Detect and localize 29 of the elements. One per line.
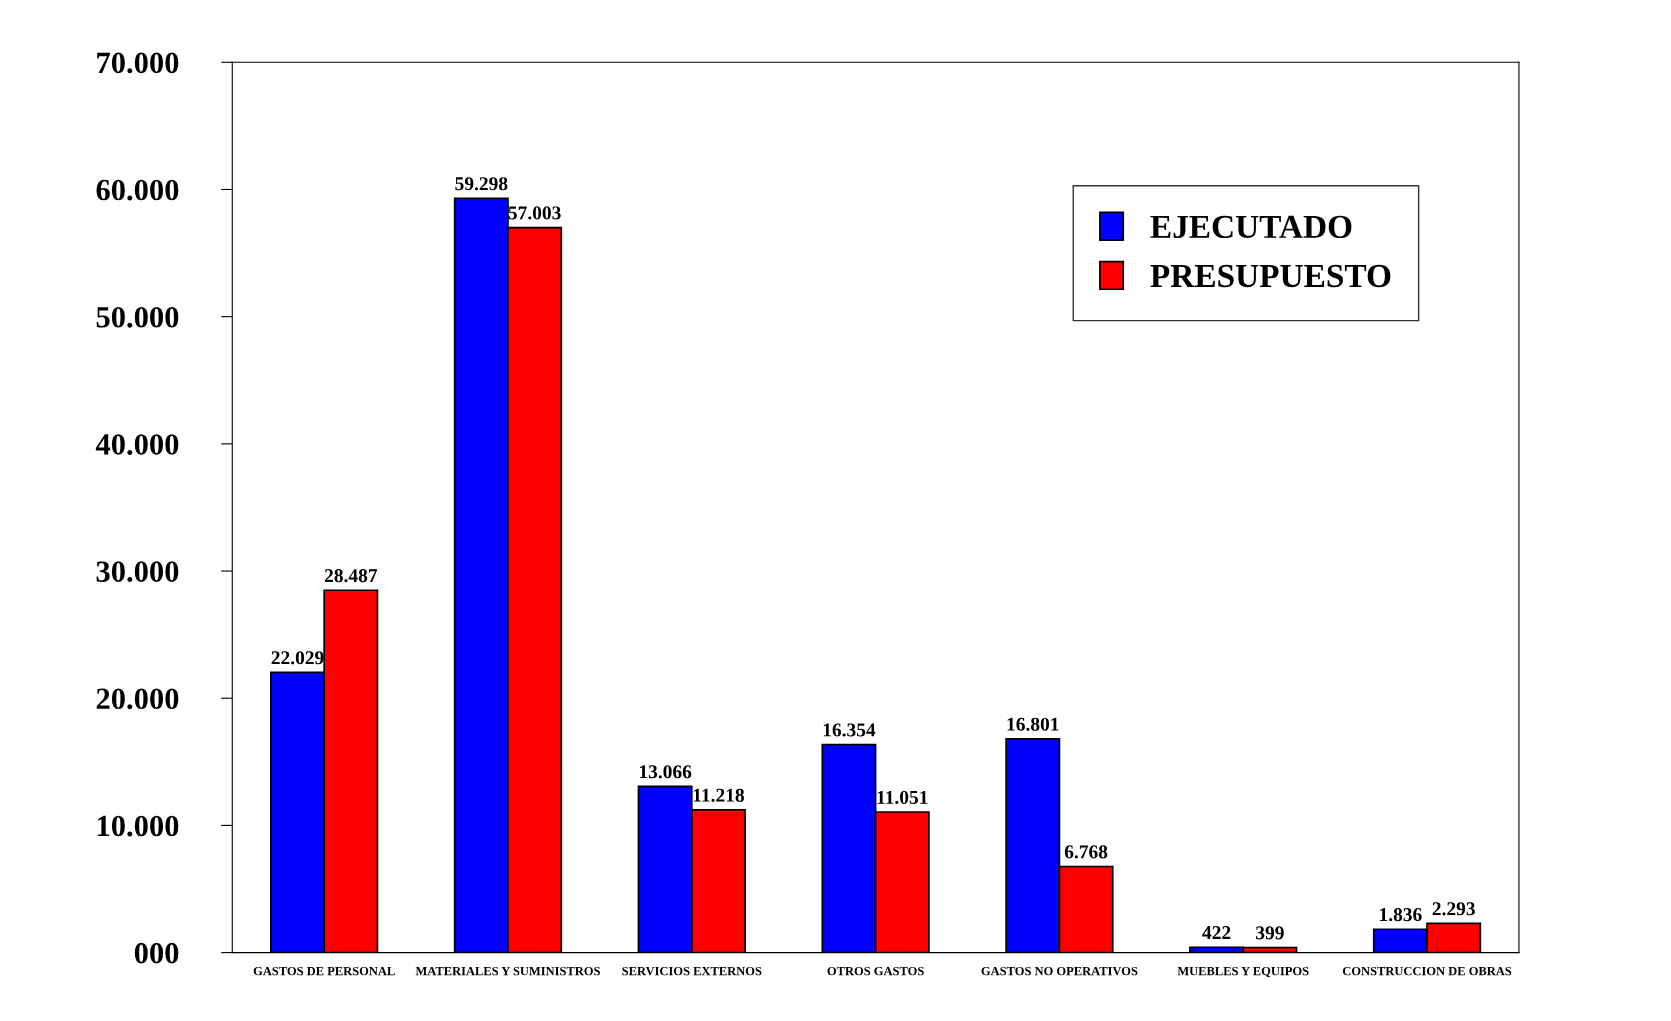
y-tick-label: 30.000	[96, 561, 179, 583]
data-label: 6.768	[1064, 845, 1108, 859]
data-label: 399	[1256, 926, 1284, 940]
y-tick-label: 70.000	[97, 52, 179, 74]
x-tick-label: CONSTRUCCION DE OBRAS	[1342, 966, 1512, 976]
legend-label: PRESUPUESTO	[1150, 264, 1391, 288]
y-tick-label: 000	[134, 942, 179, 964]
x-tick-label: SERVICIOS EXTERNOS	[622, 966, 762, 976]
data-label: 28.487	[324, 569, 378, 583]
y-tick-label: 60.000	[96, 179, 179, 201]
data-label: 13.066	[639, 765, 692, 779]
data-label: 2.293	[1432, 902, 1475, 916]
x-tick-label: MATERIALES Y SUMINISTROS	[415, 966, 600, 976]
y-tick-label: 10.000	[97, 815, 179, 837]
legend-label: EJECUTADO	[1150, 215, 1352, 239]
x-tick-label: MUEBLES Y EQUIPOS	[1177, 966, 1309, 978]
data-label: 16.354	[823, 723, 876, 737]
y-tick-label: 20.000	[96, 688, 179, 710]
x-tick-label: GASTOS DE PERSONAL	[253, 966, 395, 976]
y-tick-label: 40.000	[95, 434, 179, 455]
x-tick-label: GASTOS NO OPERATIVOS	[981, 966, 1138, 976]
data-label: 59.298	[455, 177, 508, 191]
y-tick-label: 50.000	[96, 306, 179, 328]
data-label: 11.218	[693, 788, 744, 802]
data-label: 11.051	[877, 790, 928, 805]
data-label: 422	[1202, 926, 1231, 939]
data-label: 16.801	[1007, 717, 1059, 731]
data-label: 1.836	[1380, 908, 1422, 922]
x-tick-label: OTROS GASTOS	[827, 966, 924, 976]
